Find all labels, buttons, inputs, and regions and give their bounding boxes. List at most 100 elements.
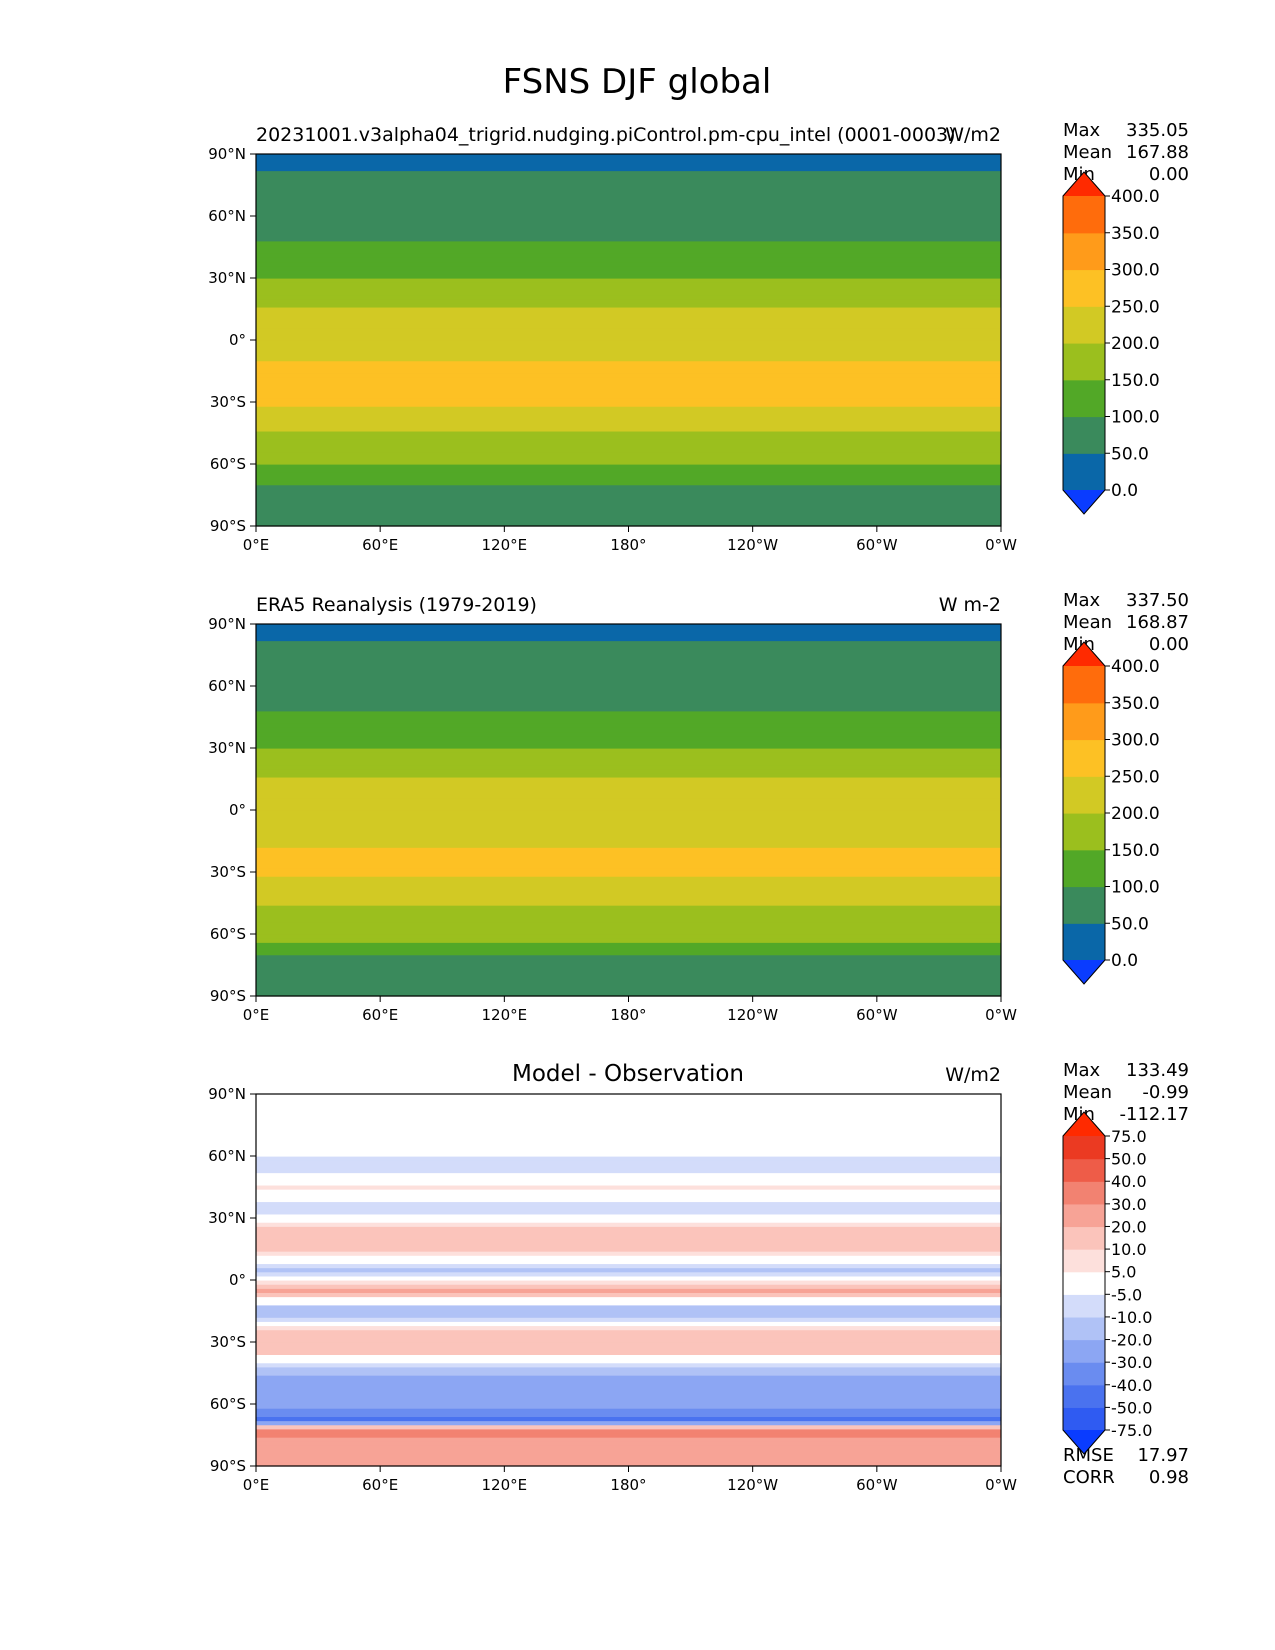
field-band (256, 905, 1001, 910)
stat-max-label: Max (1063, 590, 1101, 611)
colorbar-label: 300.0 (1111, 731, 1160, 751)
y-tick-label: 30°N (208, 1209, 246, 1227)
field-band (256, 628, 1001, 633)
field-band (256, 1180, 1001, 1186)
field-band (256, 673, 1001, 679)
field-band (256, 822, 1001, 828)
field-band (256, 265, 1001, 271)
colorbar-label: 0.0 (1111, 481, 1138, 501)
y-tick-label: 60°S (210, 455, 246, 473)
field-band (256, 501, 1001, 506)
x-tick-label: 180° (610, 1006, 646, 1024)
field-band (256, 925, 1001, 931)
field-band (256, 1139, 1001, 1145)
corr-label: CORR (1063, 1467, 1115, 1488)
field-band (256, 282, 1001, 287)
field-band (256, 1420, 1001, 1426)
field-band (256, 418, 1001, 424)
field-band (256, 1230, 1001, 1236)
colorbar-segment (1063, 1271, 1105, 1295)
field-band (256, 723, 1001, 728)
field-band (256, 661, 1001, 666)
x-tick-label: 120°W (727, 1006, 778, 1024)
colorbar-segment (1063, 1316, 1105, 1341)
field-band (256, 1362, 1001, 1368)
field-band (256, 785, 1001, 790)
colorbar-label: 30.0 (1111, 1195, 1147, 1214)
field-band (256, 1189, 1001, 1194)
field-band (256, 884, 1001, 890)
field-band (256, 195, 1001, 201)
field-band (256, 1209, 1001, 1215)
field-band (256, 896, 1001, 902)
field-band (256, 273, 1001, 279)
field-band (256, 702, 1001, 708)
field-band (256, 1242, 1001, 1248)
stat-max-value: 133.49 (1126, 1060, 1189, 1081)
field-band (256, 1197, 1001, 1203)
field-band (256, 356, 1001, 362)
field-band (256, 426, 1001, 432)
field-band (256, 406, 1001, 411)
x-tick-label: 120°E (482, 536, 528, 554)
colorbar-segment (1063, 923, 1105, 961)
field-band (256, 917, 1001, 923)
field-band (256, 302, 1001, 308)
colorbar-label: 200.0 (1111, 334, 1160, 354)
field-band (256, 1366, 1001, 1372)
colorbar: 0.0 50.0 100.0 150.0 200.0 250.0 300.0 350.0 400… (1062, 171, 1160, 515)
field-band (256, 1238, 1001, 1244)
colorbar-extend-min (1063, 1430, 1105, 1454)
colorbar-label: 150.0 (1111, 371, 1160, 391)
field-band (256, 430, 1001, 436)
field-band (256, 909, 1001, 914)
colorbar-segment (1063, 1362, 1105, 1386)
field-band (256, 756, 1001, 761)
stat-min-value: 0.00 (1149, 164, 1189, 185)
colorbar: 0.0 50.0 100.0 150.0 200.0 250.0 300.0 350.0 400… (1062, 641, 1160, 985)
colorbar-label: 250.0 (1111, 297, 1160, 317)
field-band (256, 1160, 1001, 1165)
field-band (256, 962, 1001, 968)
field-band (256, 876, 1001, 881)
x-tick-label: 60°E (362, 536, 398, 554)
field-band (256, 1395, 1001, 1401)
field-band (256, 946, 1001, 952)
x-tick-label: 120°E (482, 1476, 528, 1494)
field-band (256, 468, 1001, 473)
colorbar-label: 40.0 (1111, 1172, 1147, 1191)
field-band (256, 216, 1001, 221)
field-band (256, 789, 1001, 795)
field-band (256, 1275, 1001, 1281)
field-band (256, 1193, 1001, 1198)
field-band (256, 1098, 1001, 1103)
field-band (256, 694, 1001, 699)
field-band (256, 1379, 1001, 1384)
field-band (256, 1457, 1001, 1463)
field-band (256, 187, 1001, 192)
field-band (256, 513, 1001, 519)
x-tick-label: 60°W (856, 536, 898, 554)
field-band (256, 368, 1001, 374)
field-band (256, 158, 1001, 163)
field-band (256, 484, 1001, 490)
corr-value: 0.98 (1149, 1467, 1189, 1488)
colorbar-label: -30.0 (1111, 1353, 1152, 1372)
field-band (256, 1168, 1001, 1174)
x-tick-label: 0°W (985, 1476, 1017, 1494)
colorbar-segment (1063, 849, 1105, 888)
field-band (256, 435, 1001, 440)
field-band (256, 381, 1001, 387)
field-band (256, 1118, 1001, 1124)
field-band (256, 1176, 1001, 1182)
x-tick-label: 60°W (856, 1006, 898, 1024)
colorbar-segment (1063, 1226, 1105, 1250)
field-band (256, 385, 1001, 391)
field-band (256, 1135, 1001, 1141)
field-band (256, 203, 1001, 209)
field-band (256, 1201, 1001, 1207)
field-band (256, 298, 1001, 304)
colorbar-label: 350.0 (1111, 224, 1160, 244)
field-band (256, 636, 1001, 642)
colorbar-label: 10.0 (1111, 1240, 1147, 1259)
